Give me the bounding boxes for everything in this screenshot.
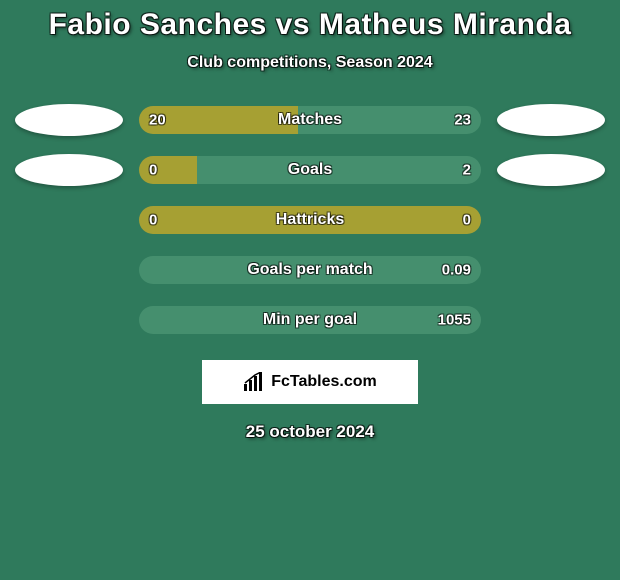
avatar-spacer <box>15 304 123 336</box>
avatar-spacer <box>497 204 605 236</box>
stat-label: Hattricks <box>276 211 344 229</box>
stat-bar-right-fill <box>197 156 481 184</box>
stat-right-value: 0 <box>463 212 471 229</box>
source-badge-text: FcTables.com <box>271 373 377 391</box>
stat-left-value: 0 <box>149 162 157 179</box>
stat-label: Goals per match <box>247 261 372 279</box>
avatar-spacer <box>497 304 605 336</box>
stat-right-value: 0.09 <box>442 262 471 279</box>
stat-row: 1055 Min per goal <box>0 304 620 336</box>
stat-left-value: 0 <box>149 212 157 229</box>
stat-label: Matches <box>278 111 342 129</box>
stat-row: 20 23 Matches <box>0 104 620 136</box>
stat-bar: 1055 Min per goal <box>139 306 481 334</box>
stat-bar-left-fill <box>139 156 197 184</box>
stat-label: Min per goal <box>263 311 357 329</box>
stat-row: 0.09 Goals per match <box>0 254 620 286</box>
stat-bar: 0 2 Goals <box>139 156 481 184</box>
player-right-avatar <box>497 154 605 186</box>
comparison-card: Fabio Sanches vs Matheus Miranda Club co… <box>0 0 620 442</box>
source-badge: FcTables.com <box>202 360 418 404</box>
avatar-spacer <box>15 204 123 236</box>
avatar-spacer <box>497 254 605 286</box>
stat-label: Goals <box>288 161 332 179</box>
avatar-spacer <box>15 254 123 286</box>
date-label: 25 october 2024 <box>0 422 620 442</box>
stat-right-value: 23 <box>454 112 471 129</box>
page-title: Fabio Sanches vs Matheus Miranda <box>0 8 620 42</box>
stat-bar: 20 23 Matches <box>139 106 481 134</box>
subtitle: Club competitions, Season 2024 <box>0 54 620 72</box>
player-left-avatar <box>15 104 123 136</box>
stat-row: 0 0 Hattricks <box>0 204 620 236</box>
stat-bar: 0 0 Hattricks <box>139 206 481 234</box>
stat-bar: 0.09 Goals per match <box>139 256 481 284</box>
stat-left-value: 20 <box>149 112 166 129</box>
player-right-avatar <box>497 104 605 136</box>
stat-right-value: 2 <box>463 162 471 179</box>
chart-icon <box>243 372 265 392</box>
stat-right-value: 1055 <box>438 312 471 329</box>
player-left-avatar <box>15 154 123 186</box>
stats-list: 20 23 Matches 0 2 Goals 0 0 Hattricks 0.09 Goals p… <box>0 104 620 336</box>
stat-row: 0 2 Goals <box>0 154 620 186</box>
